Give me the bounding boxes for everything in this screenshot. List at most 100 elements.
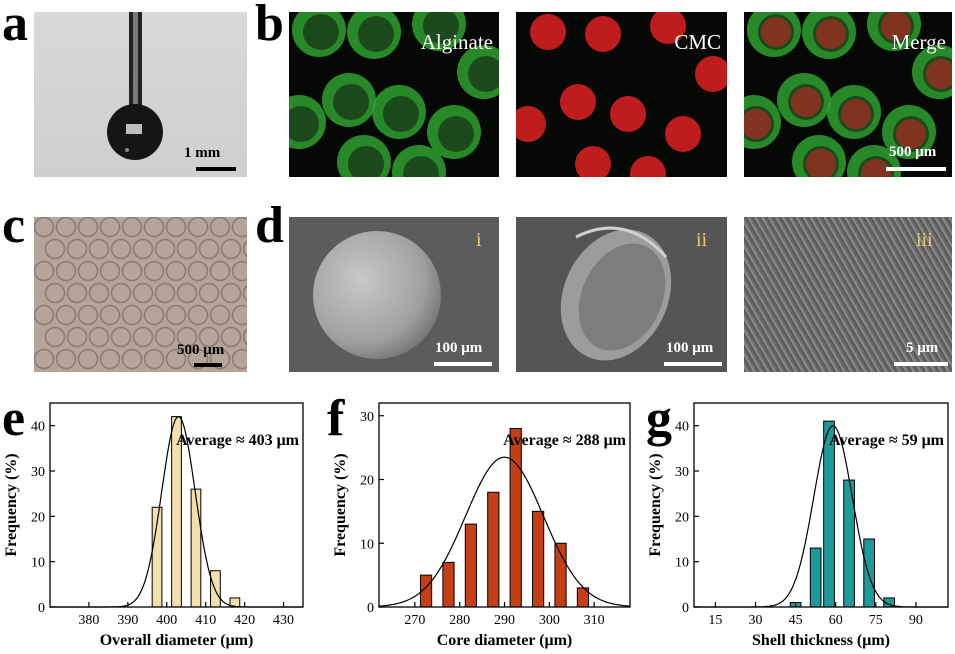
capsule-core-cmc (575, 146, 611, 177)
capsule-ring (198, 238, 220, 260)
histogram-shell-thickness: 15 30 45 60 75 90 0 10 20 30 40 Shell thickness (μm… (647, 402, 949, 649)
capsule-ring (121, 348, 143, 370)
y-axis-label: Frequency (%) (332, 453, 349, 556)
capsule-core (303, 14, 339, 50)
scale-bar-d2 (664, 362, 722, 366)
capsule-ring (231, 260, 247, 282)
capsule-ring (77, 304, 99, 326)
capsule-core-cmc (695, 56, 727, 92)
microcapsule-micrograph: 500 μm (34, 217, 247, 372)
scale-bar-label-b: 500 μm (889, 144, 937, 160)
capsule-ring (44, 326, 66, 348)
x-tick-label: 15 (708, 613, 722, 628)
scale-bar-b (886, 167, 946, 171)
droplet-image (107, 12, 163, 160)
x-tick-label: 410 (195, 613, 216, 628)
x-tick-label: 390 (117, 613, 138, 628)
fluorescence-merge: Merge 500 μm (744, 12, 952, 177)
y-tick-label: 10 (360, 537, 374, 552)
x-tick-label: 280 (449, 613, 470, 628)
capsule-ring (88, 282, 110, 304)
capsule-core (289, 106, 319, 142)
capsule-ring (55, 217, 77, 238)
capsule-core-cmc (585, 16, 621, 52)
capsule-ring (154, 326, 176, 348)
panel-label-d: d (255, 197, 284, 254)
sem-image-i: i 100 μm (289, 217, 499, 372)
capsule-core-cmc (816, 19, 846, 49)
capsule-ring (77, 348, 99, 370)
x-tick-label: 75 (869, 613, 883, 628)
capsule-ring (34, 348, 55, 370)
panel-label-g: g (646, 390, 672, 447)
capsule-ring (242, 240, 247, 258)
capsule-ring (165, 217, 187, 238)
capsule-ring (55, 304, 77, 326)
scale-bar-a (196, 167, 236, 171)
capsule-ring (99, 348, 121, 370)
capsule-ring (154, 238, 176, 260)
capsule-ring (110, 282, 132, 304)
capsule-ring (143, 260, 165, 282)
capsule-ring (99, 260, 121, 282)
capsule-ring (242, 328, 247, 346)
capsule-ring (231, 348, 247, 370)
histogram-bar (863, 538, 875, 608)
capsule-ring (132, 282, 154, 304)
merge-image (744, 12, 952, 177)
capsule-ring (143, 217, 165, 238)
x-tick-label: 90 (909, 613, 923, 628)
capsule-core-cmc (896, 119, 926, 149)
sem-image-ii: ii 100 μm (516, 217, 727, 372)
capsule-ring (198, 326, 220, 348)
capsule-ring (77, 217, 99, 238)
capsule-core-cmc (665, 116, 701, 152)
scale-bar-label-d1: 100 μm (435, 340, 483, 356)
fluorescence-cmc: CMC (516, 12, 727, 177)
capsule-ring (143, 348, 165, 370)
capsule-core-cmc (630, 156, 666, 177)
capsule-core-cmc (791, 87, 821, 117)
capsule-ring (220, 326, 242, 348)
y-tick-label: 0 (682, 601, 689, 616)
capsule-ring (110, 238, 132, 260)
caption-merge: Merge (891, 30, 946, 54)
cmc-image (516, 12, 727, 177)
capsule-ring (132, 326, 154, 348)
capsule-core (383, 96, 419, 132)
capsule-ring (209, 260, 231, 282)
capsule-ring (99, 217, 121, 238)
average-annotation: Average ≈ 59 μm (829, 432, 945, 449)
scale-bar-d1 (434, 362, 492, 366)
capsule-ring (88, 326, 110, 348)
capsule-ring (55, 260, 77, 282)
x-tick-label: 310 (584, 613, 605, 628)
capsule-core-cmc (516, 106, 546, 142)
y-tick-label: 40 (31, 420, 45, 435)
capsule-ring (187, 348, 209, 370)
alginate-image (289, 12, 499, 177)
capsule-ring (34, 260, 55, 282)
capsule-core-cmc (560, 84, 596, 120)
panel-label-e: e (2, 390, 26, 447)
capsule-ring (44, 282, 66, 304)
histogram-bar (442, 561, 455, 608)
capsule-ring (143, 304, 165, 326)
capsule-ring (231, 304, 247, 326)
x-tick-label: 45 (789, 613, 803, 628)
x-tick-label: 290 (494, 613, 515, 628)
sem-image-iii: iii 5 μm (744, 217, 952, 372)
y-tick-label: 30 (675, 465, 689, 480)
x-tick-label: 430 (273, 613, 294, 628)
capsule-ring (220, 282, 242, 304)
caption-cmc: CMC (674, 30, 721, 54)
capsule-core (438, 116, 474, 152)
panel-label-c: c (2, 197, 26, 254)
capsule-ring (132, 238, 154, 260)
plot-frame (693, 402, 949, 608)
capsule-ring (220, 238, 242, 260)
capsule-core-cmc (650, 12, 686, 44)
scale-bar-label-d3: 5 μm (906, 340, 939, 356)
x-tick-label: 270 (404, 613, 425, 628)
capsule-ring (44, 238, 66, 260)
